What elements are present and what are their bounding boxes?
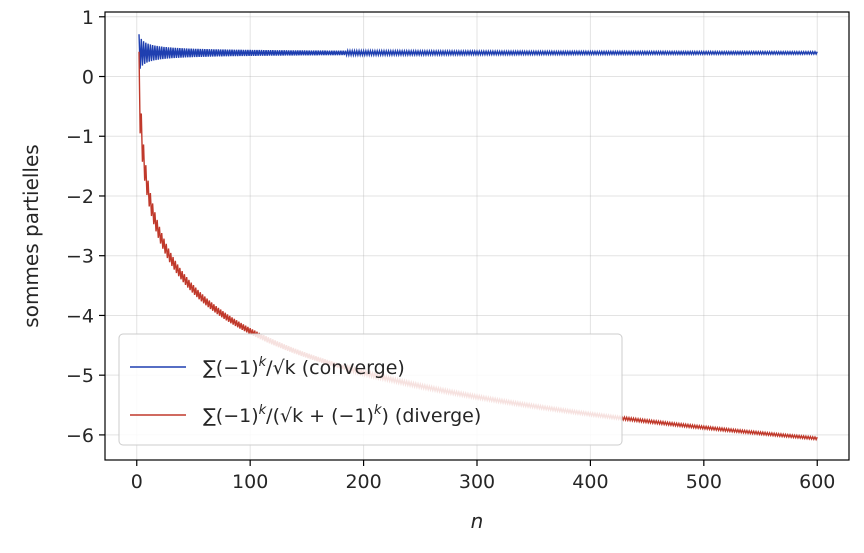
x-tick-label: 400 — [572, 471, 608, 493]
y-tick-label: −4 — [66, 305, 94, 327]
y-tick-label: 1 — [82, 7, 94, 29]
legend-converge-tail: (converge) — [296, 357, 405, 379]
x-tick-label: 600 — [799, 471, 835, 493]
y-tick-label: −3 — [66, 246, 94, 268]
legend-diverge-mid: /(√k + (−1) — [266, 405, 374, 427]
x-tick-label: 500 — [686, 471, 722, 493]
legend-diverge-main: ∑(−1) — [203, 405, 259, 427]
y-axis-label: sommes partielles — [19, 144, 43, 327]
legend-diverge-sup2: k — [374, 403, 382, 418]
legend-entry-converge: ∑(−1)k/√k (converge) — [203, 355, 405, 379]
legend-diverge-tail: ) (diverge) — [381, 405, 481, 427]
series-line-converge — [138, 34, 818, 69]
x-tick-label: 100 — [232, 471, 268, 493]
x-axis-label: n — [471, 509, 484, 533]
legend-box — [118, 333, 623, 446]
y-tick-label: −5 — [66, 365, 94, 387]
legend-converge-mid: /√k — [266, 357, 296, 379]
legend-converge-sup: k — [259, 355, 267, 370]
tick-labels: 0 100 200 300 400 500 600 1 0 −1 −2 −3 −4 −5 −6 — [66, 7, 835, 493]
ticks — [99, 16, 818, 466]
x-tick-label: 0 — [131, 471, 143, 493]
y-tick-label: 0 — [82, 67, 94, 89]
legend-entry-diverge: ∑(−1)k/(√k + (−1)k) (diverge) — [203, 403, 481, 427]
legend: ∑(−1)k/√k (converge) ∑(−1)k/(√k + (−1)k)… — [118, 333, 623, 446]
x-tick-label: 300 — [459, 471, 495, 493]
y-tick-label: −1 — [66, 126, 94, 148]
x-tick-label: 200 — [345, 471, 381, 493]
y-tick-label: −2 — [66, 186, 94, 208]
legend-converge-main: ∑(−1) — [203, 357, 259, 379]
y-tick-label: −6 — [66, 425, 94, 447]
legend-diverge-sup: k — [259, 403, 267, 418]
